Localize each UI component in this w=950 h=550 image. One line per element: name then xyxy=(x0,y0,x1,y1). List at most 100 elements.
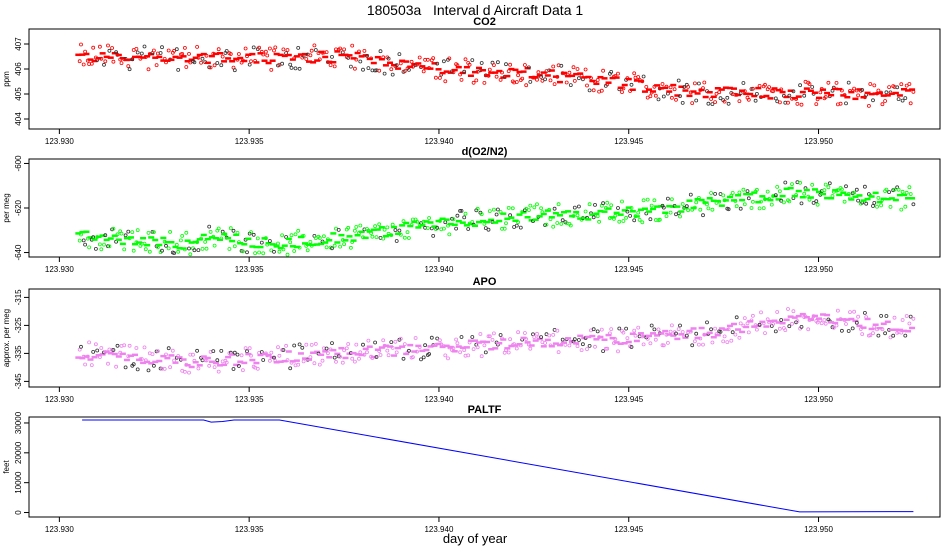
data-point xyxy=(706,206,711,211)
data-point xyxy=(115,232,120,237)
data-point xyxy=(624,215,628,220)
data-point xyxy=(415,219,419,224)
data-point xyxy=(802,191,807,196)
data-point xyxy=(686,85,690,89)
data-point xyxy=(887,190,891,195)
data-point xyxy=(713,191,717,196)
data-point xyxy=(884,187,889,192)
data-point xyxy=(532,205,537,210)
data-point xyxy=(334,359,338,364)
data-point xyxy=(617,219,622,224)
data-point xyxy=(778,326,782,331)
data-point xyxy=(668,329,673,334)
data-point xyxy=(539,75,543,79)
data-point xyxy=(365,350,369,355)
data-point xyxy=(548,78,553,83)
data-point xyxy=(166,246,171,251)
data-point xyxy=(119,61,124,65)
y-tick-label: 10000 xyxy=(14,471,23,494)
data-point xyxy=(815,202,820,207)
data-point xyxy=(664,84,669,89)
data-point xyxy=(83,49,87,54)
data-point xyxy=(738,321,743,326)
data-point xyxy=(166,346,171,351)
data-point xyxy=(220,54,225,59)
data-point xyxy=(232,244,237,249)
data-point xyxy=(891,333,896,338)
data-point xyxy=(729,338,734,343)
data-point xyxy=(320,358,325,363)
data-point xyxy=(245,250,249,255)
x-tick-label: 123.935 xyxy=(235,525,264,534)
data-point xyxy=(795,102,800,106)
data-point xyxy=(154,63,159,67)
data-point xyxy=(346,342,351,346)
data-point xyxy=(459,78,464,82)
data-point xyxy=(528,346,533,351)
data-point xyxy=(904,190,909,195)
data-point xyxy=(348,245,353,250)
data-point xyxy=(617,326,622,331)
data-point xyxy=(389,340,394,345)
data-point xyxy=(361,67,365,72)
data-point xyxy=(354,342,359,347)
data-point xyxy=(540,78,545,83)
data-point xyxy=(911,202,916,207)
data-point xyxy=(232,68,237,73)
data-point xyxy=(868,82,873,86)
data-point xyxy=(757,206,762,211)
data-point xyxy=(636,325,641,330)
data-point xyxy=(904,83,909,88)
data-point xyxy=(462,215,467,220)
data-point xyxy=(462,348,467,353)
data-point xyxy=(730,330,735,335)
data-point xyxy=(802,93,807,98)
data-point xyxy=(385,225,390,230)
data-point xyxy=(261,358,266,362)
data-point xyxy=(249,230,253,235)
data-point xyxy=(900,98,905,103)
data-point xyxy=(475,206,480,211)
data-point xyxy=(433,75,438,80)
data-point xyxy=(187,52,191,56)
data-point xyxy=(656,327,661,332)
data-point xyxy=(251,45,256,50)
data-point xyxy=(757,322,762,327)
data-point xyxy=(228,226,233,231)
data-point xyxy=(616,206,620,210)
data-point xyxy=(660,82,665,86)
data-point xyxy=(350,43,355,48)
data-point xyxy=(645,336,650,341)
data-point xyxy=(394,63,399,68)
data-point xyxy=(755,327,759,332)
data-point xyxy=(277,249,282,254)
data-point xyxy=(575,213,580,218)
data-point xyxy=(393,339,398,344)
data-point xyxy=(628,213,632,218)
data-point xyxy=(487,334,492,339)
data-point xyxy=(595,214,600,219)
data-point xyxy=(632,71,637,76)
data-point xyxy=(361,342,365,347)
data-point xyxy=(903,333,908,338)
x-tick-label: 123.930 xyxy=(45,265,74,274)
data-point xyxy=(454,226,459,231)
data-point xyxy=(585,83,589,88)
data-point xyxy=(135,50,140,55)
data-point xyxy=(535,77,539,82)
data-point xyxy=(451,217,456,222)
data-point xyxy=(184,230,189,235)
data-point xyxy=(330,341,334,346)
data-point xyxy=(575,344,580,349)
data-point xyxy=(508,213,513,218)
data-point xyxy=(544,222,549,227)
data-point xyxy=(111,348,116,352)
data-point xyxy=(289,233,294,238)
data-point xyxy=(876,195,881,200)
data-point xyxy=(208,229,213,234)
data-point xyxy=(386,353,391,358)
data-point xyxy=(536,70,541,75)
x-tick-label: 123.940 xyxy=(424,265,453,274)
data-point xyxy=(741,81,746,85)
data-point xyxy=(219,236,224,241)
